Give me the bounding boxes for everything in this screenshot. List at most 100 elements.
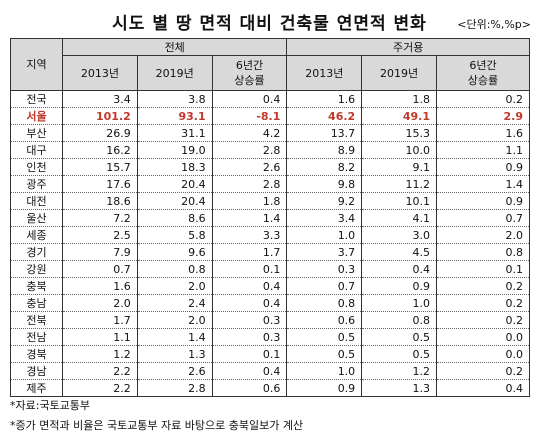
value-cell: 1.6 bbox=[286, 90, 363, 108]
table-row: 경북 1.2 1.3 0.1 0.5 0.5 0.0 bbox=[10, 345, 531, 363]
value-cell: 1.8 bbox=[211, 192, 288, 210]
value-cell: 0.6 bbox=[211, 379, 288, 397]
value-cell: 0.5 bbox=[361, 345, 437, 363]
value-cell: 9.1 bbox=[361, 158, 437, 176]
region-cell: 충남 bbox=[10, 294, 63, 312]
value-cell: 2.0 bbox=[136, 277, 213, 295]
value-cell: 0.9 bbox=[286, 379, 363, 397]
value-cell: 2.6 bbox=[211, 158, 288, 176]
value-cell: 18.3 bbox=[136, 158, 213, 176]
value-cell: 1.1 bbox=[62, 328, 138, 346]
value-cell: 19.0 bbox=[136, 141, 213, 159]
value-cell: 0.7 bbox=[286, 277, 363, 295]
value-cell: 0.4 bbox=[211, 294, 288, 312]
value-cell: 1.4 bbox=[211, 209, 288, 227]
value-cell: 0.7 bbox=[435, 209, 531, 227]
value-cell: 7.2 bbox=[62, 209, 138, 227]
table-row: 강원 0.7 0.8 0.1 0.3 0.4 0.1 bbox=[10, 260, 531, 278]
region-cell: 광주 bbox=[10, 175, 63, 193]
region-cell: 강원 bbox=[10, 260, 63, 278]
value-cell: -8.1 bbox=[211, 107, 288, 125]
value-cell: 1.6 bbox=[62, 277, 138, 295]
table-row: 전국 3.4 3.8 0.4 1.6 1.8 0.2 bbox=[10, 90, 531, 108]
table-row: 경기 7.9 9.6 1.7 3.7 4.5 0.8 bbox=[10, 243, 531, 261]
table-row: 전북 1.7 2.0 0.3 0.6 0.8 0.2 bbox=[10, 311, 531, 329]
value-cell: 1.1 bbox=[435, 141, 531, 159]
table-row: 경남 2.2 2.6 0.4 1.0 1.2 0.2 bbox=[10, 362, 531, 380]
value-cell: 2.2 bbox=[62, 379, 138, 397]
value-cell: 9.6 bbox=[136, 243, 213, 261]
table-row: 충남 2.0 2.4 0.4 0.8 1.0 0.2 bbox=[10, 294, 531, 312]
region-cell: 충북 bbox=[10, 277, 63, 295]
value-cell: 3.4 bbox=[62, 90, 138, 108]
value-cell: 0.4 bbox=[435, 379, 531, 397]
value-cell: 101.2 bbox=[62, 107, 138, 125]
value-cell: 93.1 bbox=[136, 107, 213, 125]
value-cell: 0.8 bbox=[361, 311, 437, 329]
group-header: 전체 bbox=[61, 38, 288, 56]
value-cell: 0.2 bbox=[435, 90, 531, 108]
value-cell: 2.0 bbox=[136, 311, 213, 329]
table-body: 전국 3.4 3.8 0.4 1.6 1.8 0.2 서울 101.2 93.1 -8.1 46.2 4… bbox=[10, 90, 531, 397]
value-cell: 0.1 bbox=[211, 345, 288, 363]
value-cell: 3.0 bbox=[361, 226, 437, 244]
value-cell: 1.8 bbox=[361, 90, 437, 108]
table-row: 광주 17.6 20.4 2.8 9.8 11.2 1.4 bbox=[10, 175, 531, 193]
value-cell: 3.7 bbox=[286, 243, 363, 261]
table-row: 충북 1.6 2.0 0.4 0.7 0.9 0.2 bbox=[10, 277, 531, 295]
value-cell: 0.3 bbox=[211, 328, 288, 346]
unit-label: <단위:%,%p> bbox=[457, 18, 531, 31]
region-cell: 전국 bbox=[10, 90, 63, 108]
header-row: 2013년 2019년 6년간 상승률 2013년 2019년 6년간 상승률 bbox=[11, 55, 531, 91]
data-table: 지역 전체 주거용 2013년 2019년 6년간 상승률 2013년 2019년 6년간… bbox=[10, 38, 531, 397]
value-cell: 8.6 bbox=[136, 209, 213, 227]
value-cell: 0.4 bbox=[361, 260, 437, 278]
table-row: 전남 1.1 1.4 0.3 0.5 0.5 0.0 bbox=[10, 328, 531, 346]
column-header: 2019년 bbox=[136, 55, 213, 91]
region-cell: 서울 bbox=[10, 107, 63, 125]
value-cell: 31.1 bbox=[136, 124, 213, 142]
region-cell: 제주 bbox=[10, 379, 63, 397]
value-cell: 20.4 bbox=[136, 192, 213, 210]
note: *증가 면적과 비율은 국토교통부 자료 바탕으로 충북일보가 계산 bbox=[10, 419, 304, 432]
region-cell: 경남 bbox=[10, 362, 63, 380]
value-cell: 7.9 bbox=[62, 243, 138, 261]
region-cell: 경기 bbox=[10, 243, 63, 261]
value-cell: 0.3 bbox=[286, 260, 363, 278]
column-header: 2013년 bbox=[286, 55, 363, 91]
title: 시도 별 땅 면적 대비 건축물 연면적 변화 bbox=[112, 14, 427, 34]
value-cell: 8.9 bbox=[286, 141, 363, 159]
value-cell: 0.8 bbox=[435, 243, 531, 261]
value-cell: 1.6 bbox=[435, 124, 531, 142]
table-row: 울산 7.2 8.6 1.4 3.4 4.1 0.7 bbox=[10, 209, 531, 227]
table-row: 대구 16.2 19.0 2.8 8.9 10.0 1.1 bbox=[10, 141, 531, 159]
value-cell: 2.0 bbox=[435, 226, 531, 244]
value-cell: 4.1 bbox=[361, 209, 437, 227]
column-header: 2019년 bbox=[361, 55, 437, 91]
value-cell: 5.8 bbox=[136, 226, 213, 244]
value-cell: 18.6 bbox=[62, 192, 138, 210]
value-cell: 0.4 bbox=[211, 90, 288, 108]
value-cell: 26.9 bbox=[62, 124, 138, 142]
value-cell: 1.7 bbox=[211, 243, 288, 261]
column-header: 6년간 상승률 bbox=[211, 55, 288, 91]
value-cell: 1.4 bbox=[435, 175, 531, 193]
region-cell: 전북 bbox=[10, 311, 63, 329]
value-cell: 0.2 bbox=[435, 362, 531, 380]
value-cell: 1.3 bbox=[361, 379, 437, 397]
value-cell: 20.4 bbox=[136, 175, 213, 193]
table-row: 부산 26.9 31.1 4.2 13.7 15.3 1.6 bbox=[10, 124, 531, 142]
value-cell: 1.0 bbox=[286, 226, 363, 244]
table-row: 인천 15.7 18.3 2.6 8.2 9.1 0.9 bbox=[10, 158, 531, 176]
value-cell: 1.7 bbox=[62, 311, 138, 329]
value-cell: 1.0 bbox=[286, 362, 363, 380]
value-cell: 16.2 bbox=[62, 141, 138, 159]
value-cell: 0.1 bbox=[435, 260, 531, 278]
region-cell: 울산 bbox=[10, 209, 63, 227]
value-cell: 1.3 bbox=[136, 345, 213, 363]
value-cell: 2.6 bbox=[136, 362, 213, 380]
value-cell: 4.5 bbox=[361, 243, 437, 261]
value-cell: 0.9 bbox=[361, 277, 437, 295]
value-cell: 0.1 bbox=[211, 260, 288, 278]
value-cell: 0.9 bbox=[435, 158, 531, 176]
